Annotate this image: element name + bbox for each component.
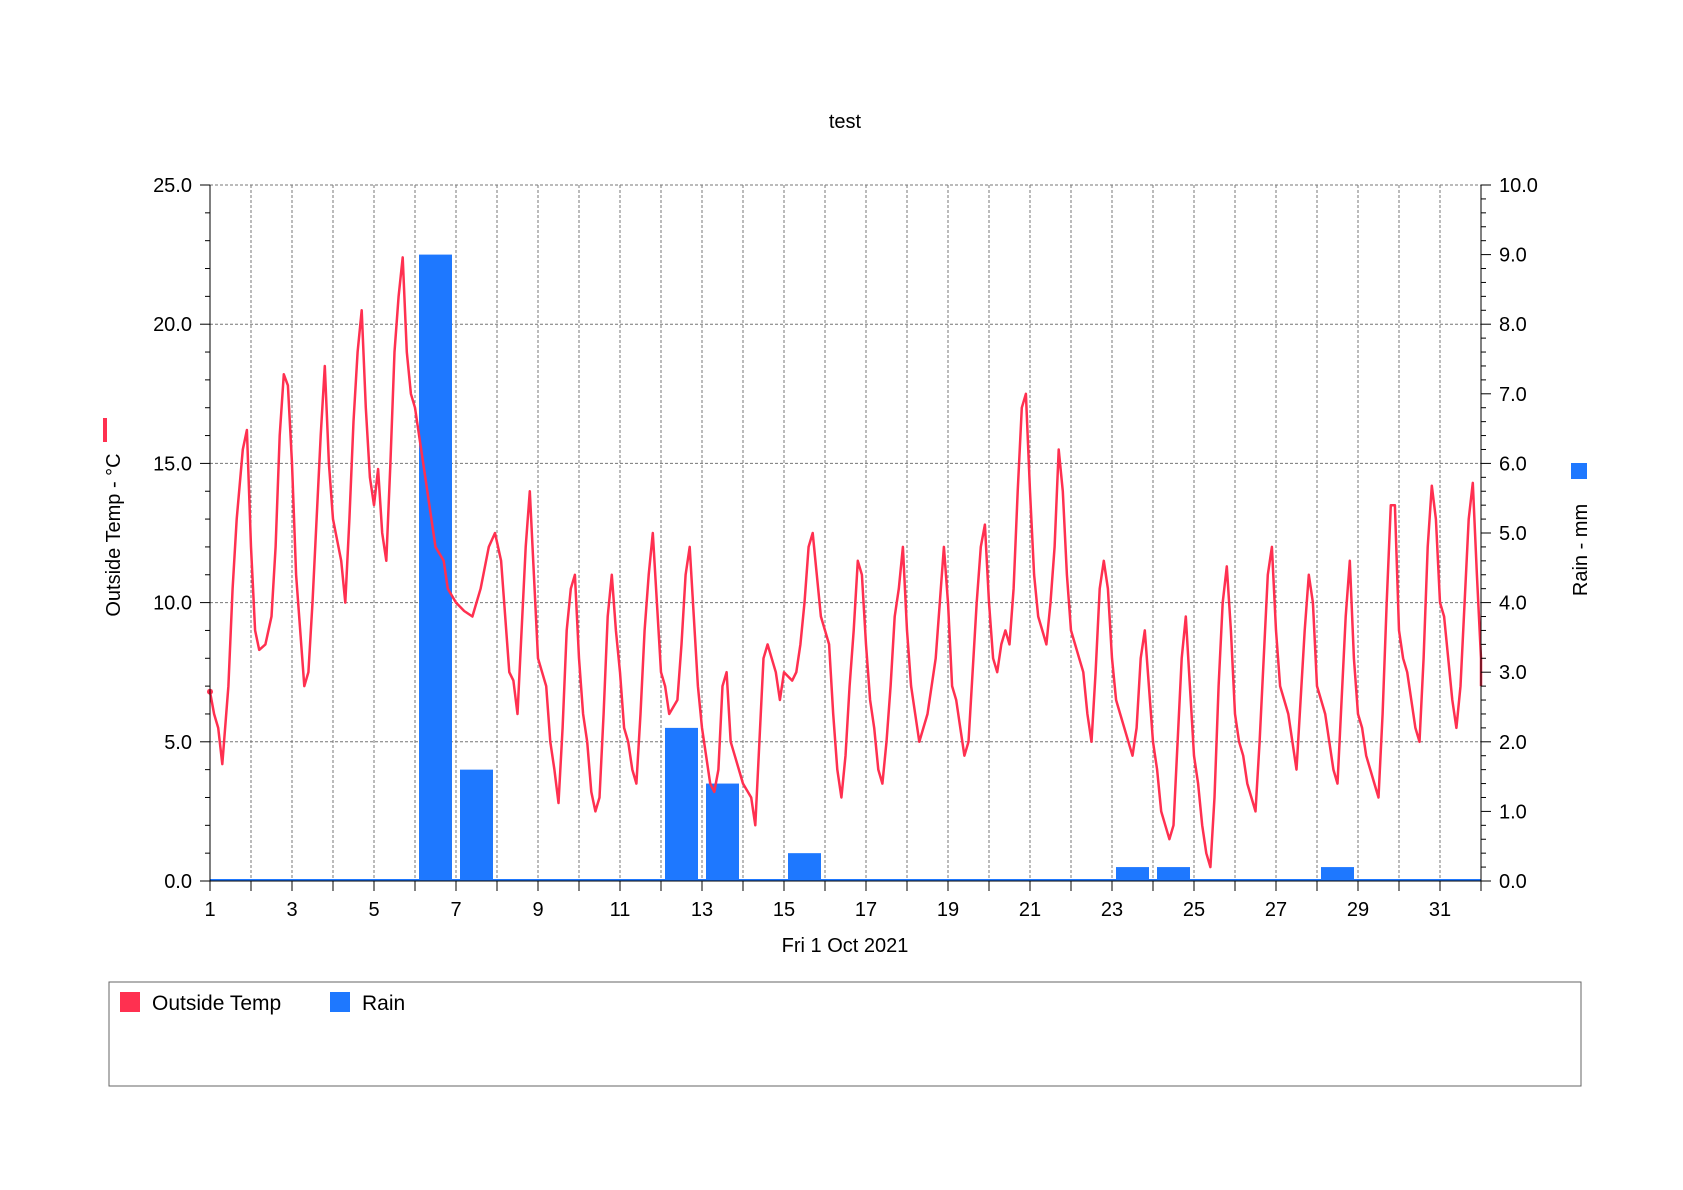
legend-swatch-rain <box>330 992 350 1012</box>
x-tick-label: 13 <box>691 899 713 921</box>
y-tick-label-right: 0.0 <box>1499 871 1527 893</box>
x-tick-label: 15 <box>773 899 795 921</box>
rain-bar <box>788 853 821 881</box>
legend-swatch-temp <box>120 992 140 1012</box>
rain-bar <box>460 769 493 881</box>
y-tick-label-left: 0.0 <box>164 871 192 893</box>
y-tick-label-right: 2.0 <box>1499 732 1527 754</box>
x-axis-label: Fri 1 Oct 2021 <box>782 935 909 957</box>
y-tick-label-right: 3.0 <box>1499 662 1527 684</box>
x-tick-label: 25 <box>1183 899 1205 921</box>
y-tick-label-right: 5.0 <box>1499 523 1527 545</box>
chart-title: test <box>829 111 862 133</box>
x-tick-label: 11 <box>610 899 631 921</box>
legend-label-temp: Outside Temp <box>152 992 281 1015</box>
x-tick-label: 23 <box>1101 899 1123 921</box>
x-tick-label: 31 <box>1429 899 1451 921</box>
x-tick-label: 27 <box>1265 899 1287 921</box>
legend-label-rain: Rain <box>362 992 405 1015</box>
y-axis-right-swatch <box>1571 463 1587 479</box>
y-tick-label-left: 20.0 <box>153 314 192 336</box>
x-tick-label: 7 <box>450 899 461 921</box>
y-tick-label-left: 15.0 <box>153 453 192 475</box>
temp-line <box>208 256 1483 869</box>
legend-box <box>108 981 1582 1087</box>
y-tick-label-left: 25.0 <box>153 175 192 197</box>
y-axis-left-swatch <box>103 418 107 442</box>
grid <box>210 184 1481 881</box>
x-tick-label: 17 <box>855 899 877 921</box>
y-tick-label-right: 8.0 <box>1499 314 1527 336</box>
rain-bars <box>210 254 1481 882</box>
y-tick-label-right: 1.0 <box>1499 801 1527 823</box>
rain-bar <box>1157 867 1190 881</box>
x-tick-label: 5 <box>368 899 379 921</box>
x-tick-label: 29 <box>1347 899 1369 921</box>
y-axis-label-right: Rain - mm <box>1570 504 1592 596</box>
x-tick-label: 3 <box>286 899 297 921</box>
y-tick-label-right: 6.0 <box>1499 453 1527 475</box>
axes: 0.0 5.0 10.0 15.0 20.0 25.0 0.0 1.0 2.0 3.0 4.0 5.0… <box>153 175 1538 921</box>
y-tick-label-right: 7.0 <box>1499 384 1527 406</box>
y-tick-label-left: 10.0 <box>153 593 192 615</box>
rain-bar <box>1116 867 1149 881</box>
y-tick-label-right: 9.0 <box>1499 245 1527 267</box>
x-tick-label: 19 <box>937 899 959 921</box>
rain-bar <box>665 727 698 881</box>
y-axis-label-left: Outside Temp - °C <box>103 453 125 616</box>
x-tick-label: 1 <box>204 899 215 921</box>
x-tick-label: 21 <box>1019 899 1041 921</box>
y-tick-label-right: 4.0 <box>1499 593 1527 615</box>
y-tick-label-left: 5.0 <box>164 732 192 754</box>
temp-line-group <box>207 256 1483 869</box>
rain-bar <box>706 783 739 881</box>
rain-bar <box>419 254 452 882</box>
x-tick-label: 9 <box>532 899 543 921</box>
y-tick-label-right: 10.0 <box>1499 175 1538 197</box>
rain-bar <box>1321 867 1354 881</box>
